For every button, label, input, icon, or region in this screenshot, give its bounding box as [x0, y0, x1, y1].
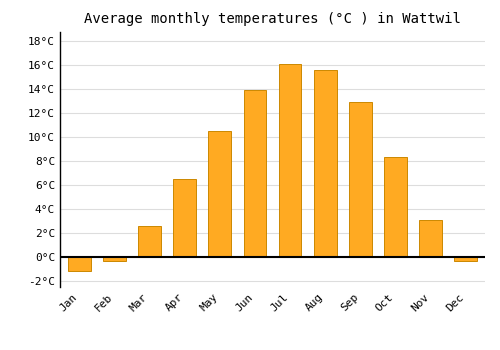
- Bar: [384, 158, 407, 257]
- Title: Average monthly temperatures (°C ) in Wattwil: Average monthly temperatures (°C ) in Wa…: [84, 12, 461, 26]
- Bar: [278, 64, 301, 257]
- Bar: [349, 102, 372, 257]
- Bar: [68, 257, 90, 271]
- Bar: [208, 131, 231, 257]
- Bar: [244, 90, 266, 257]
- Bar: [174, 179, 196, 257]
- Bar: [454, 257, 477, 261]
- Bar: [138, 226, 161, 257]
- Bar: [314, 70, 336, 257]
- Bar: [419, 220, 442, 257]
- Bar: [103, 257, 126, 261]
